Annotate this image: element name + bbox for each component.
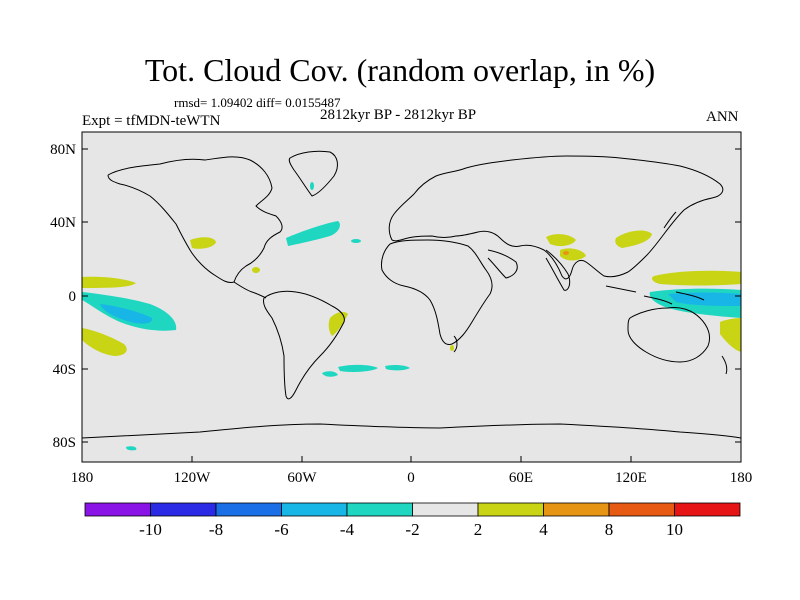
anomaly-patch-madagascar [450, 345, 454, 351]
anomaly-patch-north-atlantic [286, 221, 340, 246]
colorbar-box [150, 502, 217, 517]
lon-label-180w: 180 [71, 470, 94, 486]
colorbar-box [477, 502, 544, 517]
colorbar-label: -6 [274, 520, 288, 539]
colorbar-label: 4 [539, 520, 548, 539]
anomaly-patch-atlantic-small [351, 239, 361, 243]
coastline-madagascar [453, 335, 458, 353]
anomaly-patch-southeast-pacific [82, 328, 127, 356]
colorbar-labels: -10 -8 -6 -4 -2 2 4 8 10 [139, 520, 683, 539]
colorbar-label: 2 [474, 520, 483, 539]
map-background [82, 132, 741, 462]
experiment-label: Expt = tfMDN-teWTN [82, 113, 221, 129]
latitude-labels: 80N 40N 0 40S 80S [50, 142, 76, 451]
coastline-new-zealand [721, 355, 728, 375]
anomaly-patch-greenland [310, 182, 314, 190]
colorbar-box [412, 502, 479, 517]
anomaly-patch-south-pacific [322, 371, 338, 377]
colorbar-label: 10 [666, 520, 683, 539]
colorbar-box [608, 502, 675, 517]
anomaly-patch-west-pacific-core [668, 292, 741, 306]
lon-label-60e: 60E [509, 470, 533, 486]
anomaly-patch-coral-sea [720, 318, 741, 352]
lat-label-80s: 80S [53, 435, 76, 451]
lon-label-0: 0 [407, 470, 415, 486]
coastline-greenland [288, 150, 338, 197]
colorbar-label: -10 [139, 520, 162, 539]
lon-label-60w: 60W [287, 470, 317, 486]
lon-label-180e: 180 [730, 470, 753, 486]
colorbar-box [346, 502, 413, 517]
colorbar-label: 8 [605, 520, 614, 539]
anomaly-patch-south-atlantic-2 [385, 364, 410, 371]
anomaly-patch-antarctic [126, 446, 137, 451]
colorbar-label: -2 [405, 520, 419, 539]
colorbar-box [674, 502, 741, 517]
coastline-india [545, 249, 571, 291]
coastline-eurasia [388, 155, 724, 280]
anomaly-patch-brazil [328, 311, 348, 336]
longitude-labels: 180 120W 60W 0 60E 120E 180 [71, 470, 753, 486]
anomaly-patch-india-core [563, 251, 569, 255]
coastline-africa [381, 239, 493, 345]
lat-label-40n: 40N [50, 215, 76, 231]
coastline-north-america [107, 156, 283, 283]
season-label: ANN [706, 109, 739, 125]
anomaly-patch-tropical-east-pacific [82, 276, 136, 288]
colorbar-box [84, 502, 151, 517]
period-label: 2812kyr BP - 2812kyr BP [320, 107, 477, 123]
coastline-indonesia [605, 285, 705, 305]
colorbar [84, 502, 741, 517]
anomaly-patch-north-west-pacific [652, 270, 741, 286]
anomaly-patch-south-atlantic-1 [338, 364, 378, 372]
lon-label-120e: 120E [615, 470, 647, 486]
coastline-central-america [233, 281, 267, 299]
colorbar-box [215, 502, 282, 517]
coastline-antarctica [81, 423, 742, 439]
coastline-arabia [487, 249, 518, 279]
colorbar-label: -4 [340, 520, 355, 539]
colorbar-label: -8 [209, 520, 223, 539]
lat-label-0: 0 [69, 289, 77, 305]
lat-label-40s: 40S [53, 362, 76, 378]
colorbar-box [281, 502, 348, 517]
anomaly-patch-east-pacific-core [100, 304, 153, 324]
coastline-australia [627, 307, 711, 363]
tick-marks [81, 148, 742, 462]
lat-label-80n: 80N [50, 142, 76, 158]
coastline-south-america [263, 290, 345, 400]
stats-label: rmsd= 1.09402 diff= 0.0155487 [174, 95, 341, 110]
lon-label-120w: 120W [174, 470, 212, 486]
anomaly-patch-east-asia [615, 230, 652, 248]
plot-title: Tot. Cloud Cov. (random overlap, in %) [144, 52, 656, 88]
colorbar-box [543, 502, 610, 517]
anomaly-patch-gulf-of-mexico [252, 267, 260, 273]
coastline-japan [663, 211, 677, 229]
anomaly-patch-arabia [546, 234, 576, 247]
anomaly-patch-north-pacific [190, 237, 216, 249]
coastlines [81, 150, 742, 439]
